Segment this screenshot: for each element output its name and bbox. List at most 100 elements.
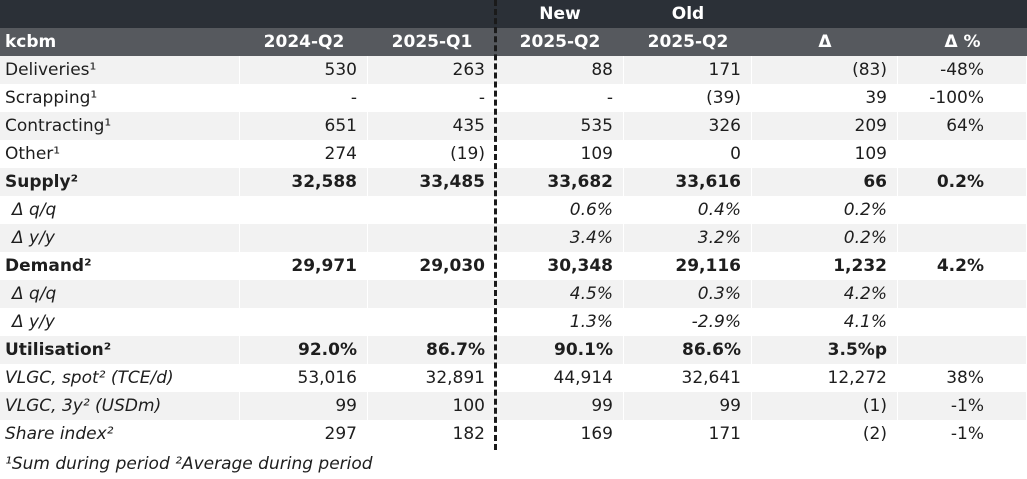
table-cell: 209	[752, 112, 898, 140]
table-cell	[368, 308, 496, 336]
column-header-2024-q2: 2024-Q2	[263, 32, 345, 52]
table-cell: 0.2%	[752, 196, 898, 224]
row-label: Utilisation²	[0, 336, 240, 364]
row-label: Δ y/y	[0, 308, 240, 336]
table-cell: 33,682	[496, 168, 624, 196]
table-cell: 1.3%	[496, 308, 624, 336]
row-label: Δ q/q	[0, 196, 240, 224]
table-column-header: kcbm 2024-Q2 2025-Q1 2025-Q2 2025-Q2 Δ Δ…	[0, 28, 1027, 56]
row-label: Deliveries¹	[0, 56, 240, 84]
table-cell: 99	[240, 392, 368, 420]
table-cell: 535	[496, 112, 624, 140]
table-cell: 66	[752, 168, 898, 196]
table-cell: -1%	[898, 420, 1027, 448]
table-row: Utilisation² 92.0% 86.7% 90.1% 86.6% 3.5%p	[0, 336, 1027, 364]
table-cell: 86.6%	[624, 336, 752, 364]
table-cell: 44,914	[496, 364, 624, 392]
table-cell	[240, 280, 368, 308]
table-cell: 530	[240, 56, 368, 84]
table-row: Contracting¹ 651 435 535 326 209 64%	[0, 112, 1027, 140]
table-row: Δ q/q 0.6% 0.4% 0.2%	[0, 196, 1027, 224]
table-cell: 3.4%	[496, 224, 624, 252]
row-label: Supply²	[0, 168, 240, 196]
row-label: Demand²	[0, 252, 240, 280]
row-label: VLGC, spot² (TCE/d)	[0, 364, 240, 392]
table-cell: 297	[240, 420, 368, 448]
table-row: Scrapping¹ - - - (39) 39 -100%	[0, 84, 1027, 112]
table-cell: 171	[624, 56, 752, 84]
table-cell: (1)	[752, 392, 898, 420]
table-row: Δ y/y 1.3% -2.9% 4.1%	[0, 308, 1027, 336]
table-row: VLGC, spot² (TCE/d) 53,016 32,891 44,914 32,…	[0, 364, 1027, 392]
table-cell: 29,116	[624, 252, 752, 280]
table-cell: 92.0%	[240, 336, 368, 364]
table-row: VLGC, 3y² (USDm) 99 100 99 99 (1) -1%	[0, 392, 1027, 420]
table-cell: 32,891	[368, 364, 496, 392]
table-cell	[898, 280, 1027, 308]
table-row: Share index² 297 182 169 171 (2) -1%	[0, 420, 1027, 448]
row-label: Share index²	[0, 420, 240, 448]
table-cell: 64%	[898, 112, 1027, 140]
group-header-blank	[0, 0, 240, 28]
table-cell	[898, 308, 1027, 336]
table-cell: 4.5%	[496, 280, 624, 308]
table-cell	[898, 224, 1027, 252]
row-label: VLGC, 3y² (USDm)	[0, 392, 240, 420]
table-cell	[240, 196, 368, 224]
footnote: ¹Sum during period ²Average during perio…	[5, 454, 373, 474]
table-cell: 274	[240, 140, 368, 168]
table-cell	[240, 308, 368, 336]
group-header-blank	[240, 0, 368, 28]
table-cell: 263	[368, 56, 496, 84]
table-cell	[368, 224, 496, 252]
table-cell: (83)	[752, 56, 898, 84]
table-cell: -2.9%	[624, 308, 752, 336]
table-cell	[240, 224, 368, 252]
group-header-new: New	[539, 4, 581, 24]
group-header-blank	[752, 0, 898, 28]
table-cell: -1%	[898, 392, 1027, 420]
table-cell: 435	[368, 112, 496, 140]
kpi-table: New Old kcbm 2024-Q2 2025-Q1 2025-Q2 202…	[0, 0, 1027, 448]
row-label: Contracting¹	[0, 112, 240, 140]
table-row: Other¹ 274 (19) 109 0 109	[0, 140, 1027, 168]
group-header-blank	[368, 0, 496, 28]
table-cell: -	[240, 84, 368, 112]
column-header-delta-pct: Δ %	[944, 32, 981, 52]
table-cell: (39)	[624, 84, 752, 112]
table-cell: 86.7%	[368, 336, 496, 364]
table-cell: 0.4%	[624, 196, 752, 224]
table-cell: 182	[368, 420, 496, 448]
table-cell: 33,485	[368, 168, 496, 196]
table-cell	[898, 196, 1027, 224]
table-row: Δ y/y 3.4% 3.2% 0.2%	[0, 224, 1027, 252]
table-cell: 4.2%	[752, 280, 898, 308]
table-cell	[898, 336, 1027, 364]
table-cell: 3.5%p	[752, 336, 898, 364]
table-cell: 0	[624, 140, 752, 168]
table-cell: 30,348	[496, 252, 624, 280]
table-cell: 38%	[898, 364, 1027, 392]
table-cell: 33,616	[624, 168, 752, 196]
table-cell: 29,971	[240, 252, 368, 280]
table-cell: 99	[624, 392, 752, 420]
table-cell: 171	[624, 420, 752, 448]
row-label: Scrapping¹	[0, 84, 240, 112]
table-cell: 651	[240, 112, 368, 140]
row-label: Δ q/q	[0, 280, 240, 308]
column-header-2025-q1: 2025-Q1	[391, 32, 473, 52]
table-cell: 100	[368, 392, 496, 420]
column-header-delta: Δ	[818, 32, 832, 52]
period-divider-line	[494, 0, 497, 450]
table-cell: 39	[752, 84, 898, 112]
table-cell: -	[496, 84, 624, 112]
table-cell: 1,232	[752, 252, 898, 280]
table-cell: 0.2%	[752, 224, 898, 252]
table-cell: 0.2%	[898, 168, 1027, 196]
row-label: Δ y/y	[0, 224, 240, 252]
table-cell: 90.1%	[496, 336, 624, 364]
table-cell	[898, 140, 1027, 168]
table-cell: 53,016	[240, 364, 368, 392]
table-cell: 0.6%	[496, 196, 624, 224]
table-cell: 109	[496, 140, 624, 168]
